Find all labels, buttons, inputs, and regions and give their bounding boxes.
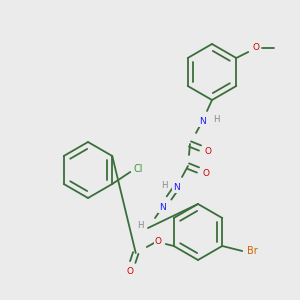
Text: Br: Br	[247, 246, 258, 256]
Text: O: O	[126, 266, 133, 275]
Text: O: O	[202, 169, 209, 178]
Text: O: O	[253, 44, 260, 52]
Text: N: N	[199, 118, 206, 127]
Text: H: H	[213, 116, 219, 124]
Text: H: H	[137, 221, 143, 230]
Text: O: O	[154, 236, 161, 245]
Text: N: N	[159, 203, 165, 212]
Text: H: H	[161, 182, 167, 190]
Text: O: O	[205, 148, 212, 157]
Text: N: N	[172, 184, 179, 193]
Text: Cl: Cl	[134, 164, 143, 174]
